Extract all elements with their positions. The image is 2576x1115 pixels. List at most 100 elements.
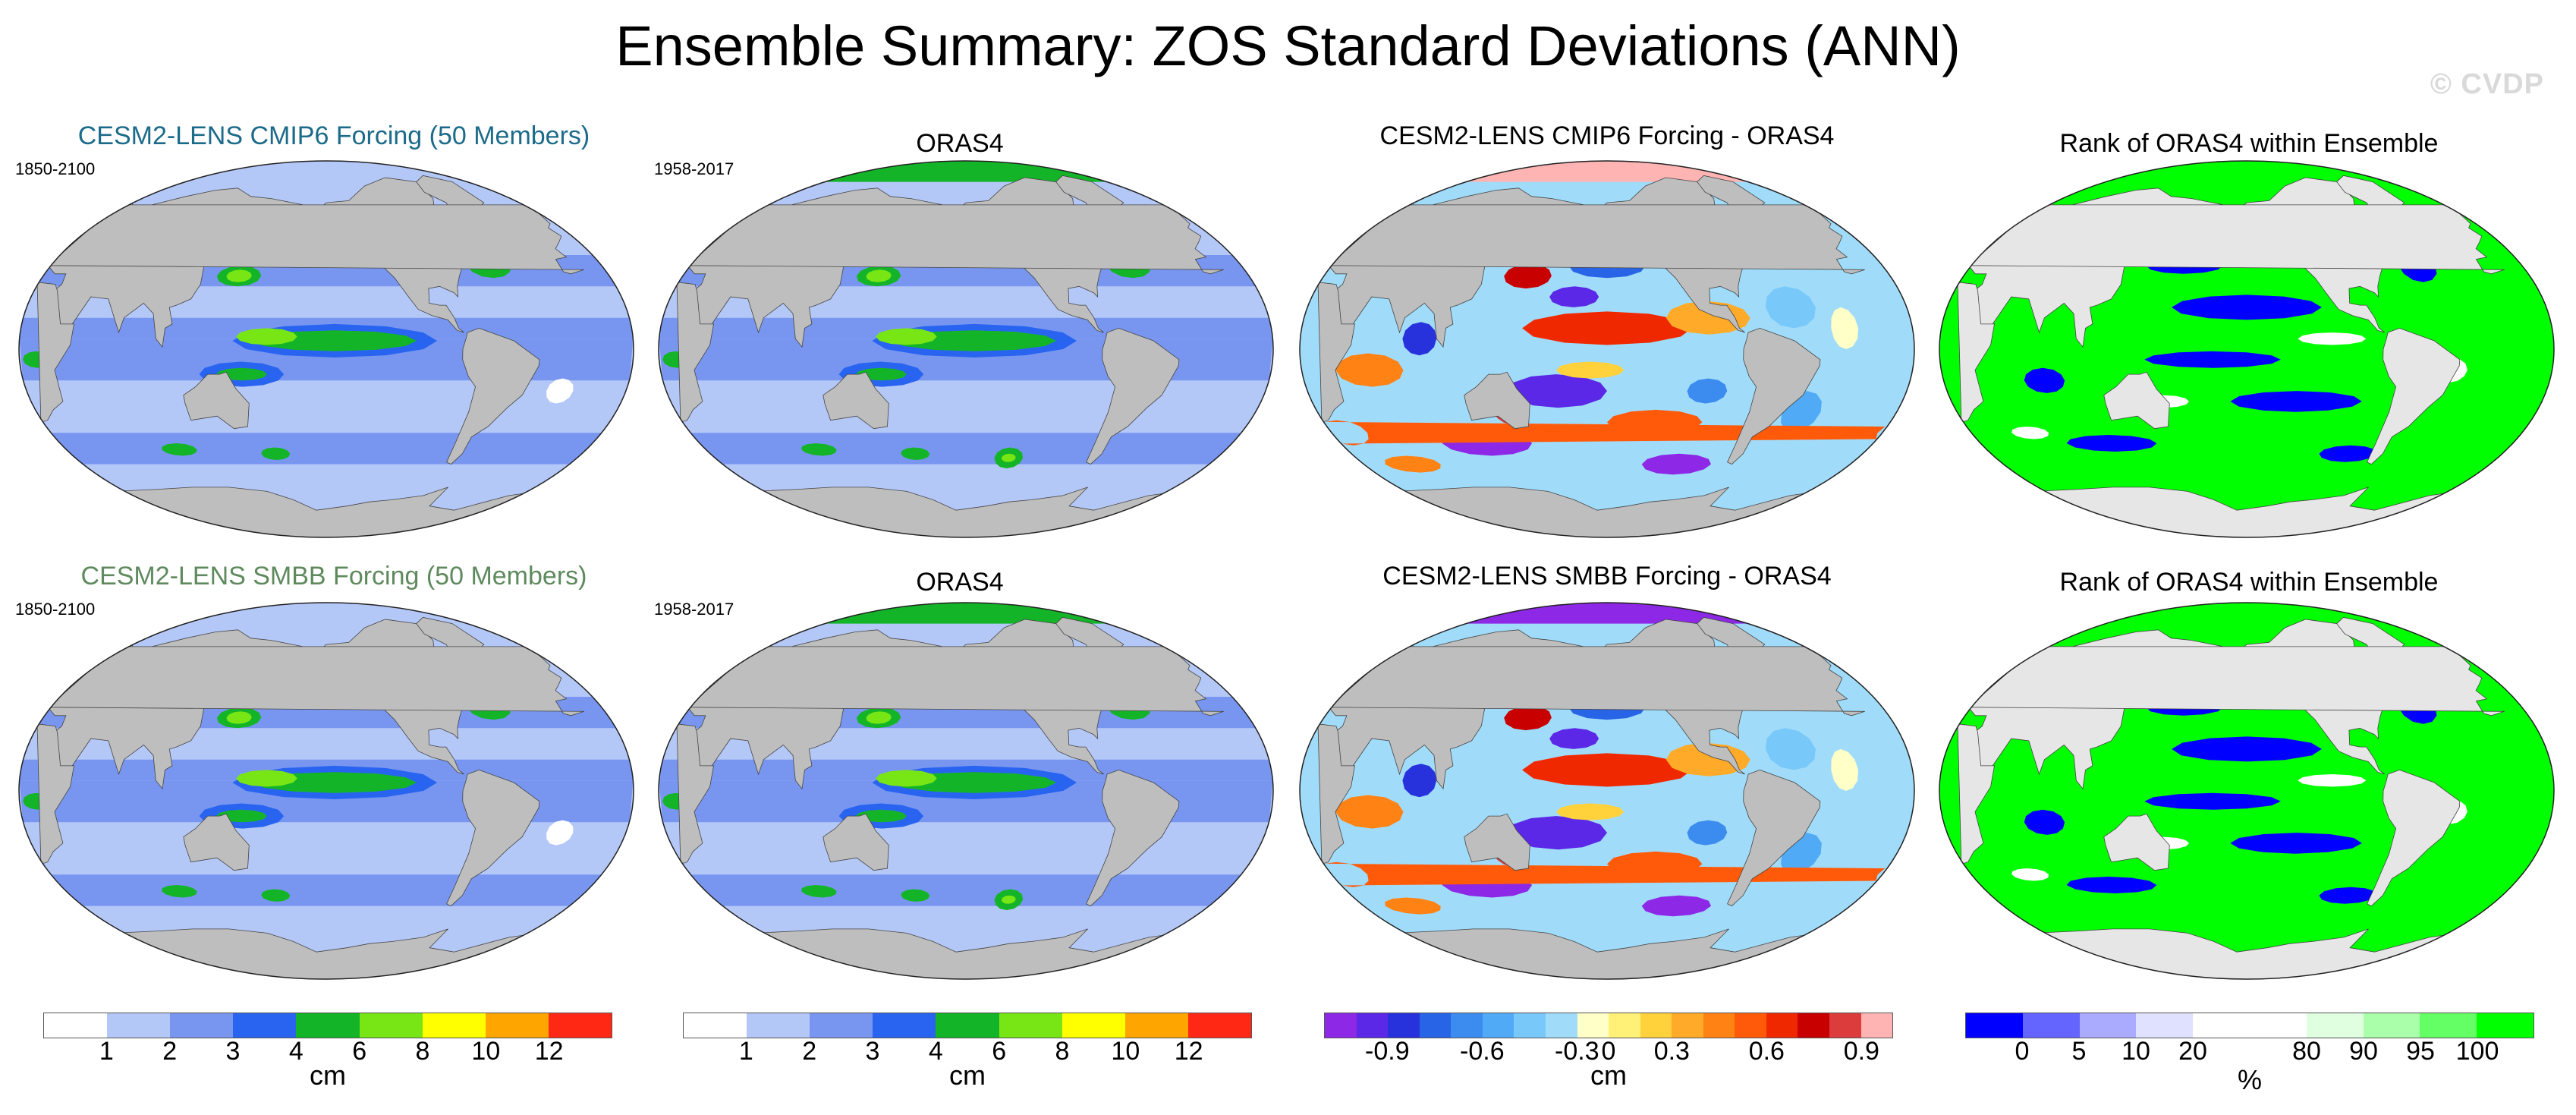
map-border <box>658 602 1274 980</box>
rank-colorbar-swatch <box>2079 1013 2137 1038</box>
landmass-samerica <box>446 327 540 465</box>
map-r2-c3 <box>1292 594 1922 988</box>
map-svg <box>1299 602 1915 980</box>
field-blob <box>1335 353 1404 387</box>
map-border <box>1299 602 1915 980</box>
rank-colorbar-tick-label: 10 <box>2122 1037 2150 1066</box>
diff-colorbar-swatch <box>1325 1013 1357 1038</box>
landmass-africa <box>676 282 714 423</box>
field-blob <box>2024 809 2065 835</box>
map-svg <box>1939 160 2555 538</box>
field-band <box>1445 603 1769 624</box>
colorbar-rank-unit: % <box>2237 1064 2262 1095</box>
rank-colorbar-swatch <box>2193 1013 2250 1038</box>
map-r2-c1 <box>11 594 641 988</box>
field-blob <box>1555 361 1625 379</box>
map-r1-c1 <box>11 152 641 546</box>
field-blob <box>2319 445 2377 462</box>
panel-title-r2-c4: Rank of ORAS4 within Ensemble <box>2059 568 2439 597</box>
panel-title-r1-c3: CESM2-LENS CMIP6 Forcing - ORAS4 <box>1379 121 1835 150</box>
field-blob <box>1765 728 1816 770</box>
rank-colorbar-swatch <box>2249 1013 2307 1038</box>
field-blob <box>2230 391 2362 412</box>
field-blob <box>2011 427 2049 439</box>
field-blob <box>546 820 574 846</box>
field-blob <box>226 711 252 724</box>
landmass-africa <box>1957 282 1995 423</box>
landmass-australia <box>1464 813 1530 871</box>
field-blob <box>2319 887 2377 904</box>
map-svg <box>18 602 634 980</box>
landmass-africa <box>1317 723 1355 865</box>
std-colorbar-2-tick-label: 4 <box>928 1037 943 1066</box>
landmass-samerica <box>2367 769 2461 907</box>
field-band <box>48 433 605 465</box>
panel-title-r1-c2: ORAS4 <box>916 129 1004 158</box>
diff-colorbar-swatch <box>1388 1013 1420 1038</box>
field-blob <box>1522 753 1692 787</box>
std-colorbar-2-tick-label: 10 <box>1111 1037 1140 1066</box>
diff-colorbar-tick-label: 0.6 <box>1748 1037 1785 1066</box>
panel-title-r2-c2: ORAS4 <box>916 568 1004 597</box>
diff-colorbar-swatch <box>1735 1013 1766 1038</box>
landmass-europe <box>687 646 1224 717</box>
map-r1-c2 <box>651 152 1281 546</box>
field-blob <box>2066 435 2157 452</box>
landmass-europe <box>47 204 584 275</box>
std-colorbar-1-swatch <box>233 1013 297 1038</box>
std-colorbar-1-tick-label: 8 <box>415 1037 430 1066</box>
field-blob <box>1641 895 1711 917</box>
rank-colorbar-tick-label: 95 <box>2406 1037 2435 1066</box>
landmass-africa <box>36 282 74 423</box>
diff-colorbar-swatch <box>1419 1013 1452 1038</box>
map-svg <box>658 602 1274 980</box>
landmass-australia <box>183 813 250 871</box>
diff-colorbar-swatch <box>1640 1013 1672 1038</box>
diff-colorbar-tick-label: 0.3 <box>1653 1037 1690 1066</box>
field-blob <box>1507 374 1607 408</box>
field-blob <box>2172 294 2322 320</box>
colorbar-rank <box>1965 1013 2534 1038</box>
rank-colorbar-swatch <box>2306 1013 2364 1038</box>
colorbar-rank-ticks: 0 5 10 20 80 90 95 100 <box>1965 1037 2534 1067</box>
cvdp-watermark: © CVDP <box>2430 68 2544 100</box>
std-colorbar-2-tick-label: 1 <box>738 1037 753 1066</box>
landmass-australia <box>2103 813 2170 871</box>
diff-colorbar-swatch <box>1766 1013 1798 1038</box>
rank-colorbar-tick-label: 5 <box>2071 1037 2087 1066</box>
field-blob <box>2230 833 2362 854</box>
landmass-africa <box>36 723 74 865</box>
field-band <box>804 603 1128 624</box>
landmass-africa <box>1317 282 1355 423</box>
map-svg <box>658 160 1274 538</box>
field-blob <box>1641 453 1711 475</box>
panel-title-r2-c1: CESM2-LENS SMBB Forcing (50 Members) <box>80 562 587 591</box>
colorbar-std-2-unit: cm <box>949 1060 986 1091</box>
colorbar-diff-ticks: -0.9 -0.6 -0.3 0 0.3 0.6 0.9 <box>1324 1037 1893 1067</box>
std-colorbar-2-swatch <box>747 1013 810 1038</box>
field-blob <box>1507 816 1607 850</box>
colorbar-std-1-ticks: 1 2 3 4 6 8 10 12 <box>43 1037 612 1067</box>
std-colorbar-2-tick-label: 3 <box>865 1037 880 1066</box>
field-blob <box>1522 311 1692 345</box>
field-band <box>687 433 1244 465</box>
field-blob <box>261 447 291 460</box>
colorbar-std-2-ticks: 1 2 3 4 6 8 10 12 <box>683 1037 1252 1067</box>
colorbar-std-1-unit: cm <box>310 1060 346 1091</box>
field-blob <box>2144 792 2281 810</box>
map-r2-c4 <box>1932 594 2562 988</box>
rank-colorbar-swatch <box>2022 1013 2080 1038</box>
std-colorbar-1-tick-label: 10 <box>471 1037 501 1066</box>
std-colorbar-2-swatch <box>999 1013 1062 1038</box>
map-svg <box>18 160 634 538</box>
field-blob <box>1549 728 1599 749</box>
field-band <box>48 874 605 906</box>
landmass-australia <box>183 371 250 430</box>
landmass-europe <box>1328 204 1865 275</box>
panel-period-r1-c1: 1850-2100 <box>15 159 96 178</box>
field-blob <box>162 885 197 898</box>
colorbar-diff <box>1324 1013 1893 1038</box>
std-colorbar-2-tick-label: 2 <box>802 1037 817 1066</box>
map-svg <box>1939 602 2555 980</box>
std-colorbar-1-tick-label: 4 <box>288 1037 304 1066</box>
